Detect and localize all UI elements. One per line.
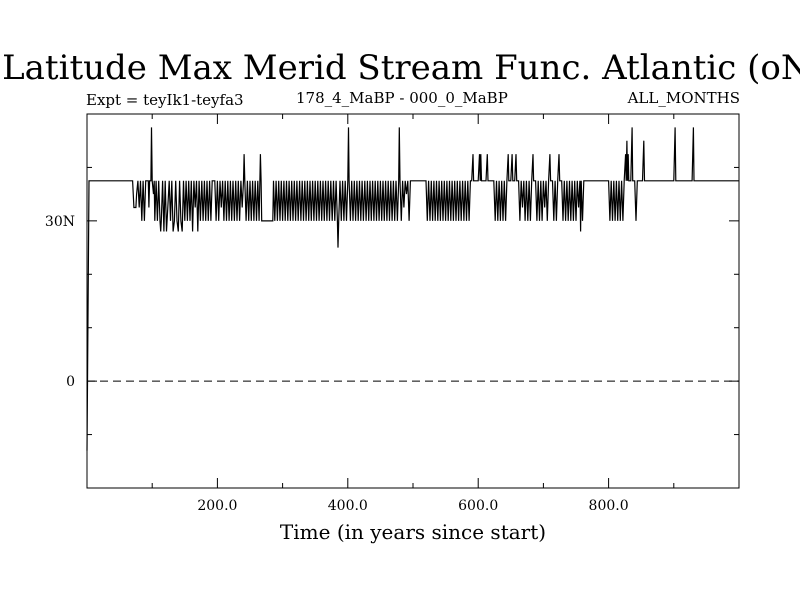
plot-frame	[86, 113, 740, 489]
x-tick-label: 400.0	[328, 498, 368, 514]
tick-labels: 200.0 400.0 600.0 800.0 30N 0	[45, 214, 629, 514]
x-axis-label: Time (in years since start)	[279, 520, 547, 544]
experiment-label: Expt = teyIk1-teyfa3	[86, 91, 244, 109]
x-tick-label: 600.0	[458, 498, 498, 514]
y-tick-label: 30N	[45, 214, 75, 230]
chart-title: Latitude Max Merid Stream Func. Atlantic…	[2, 48, 800, 88]
y-tick-label: 0	[66, 374, 75, 390]
x-tick-label: 200.0	[197, 498, 237, 514]
axis-ticks	[87, 114, 739, 488]
time-range-label: 178_4_MaBP - 000_0_MaBP	[296, 89, 508, 107]
x-tick-label: 800.0	[589, 498, 629, 514]
months-label: ALL_MONTHS	[627, 89, 740, 107]
series-line	[86, 127, 739, 451]
